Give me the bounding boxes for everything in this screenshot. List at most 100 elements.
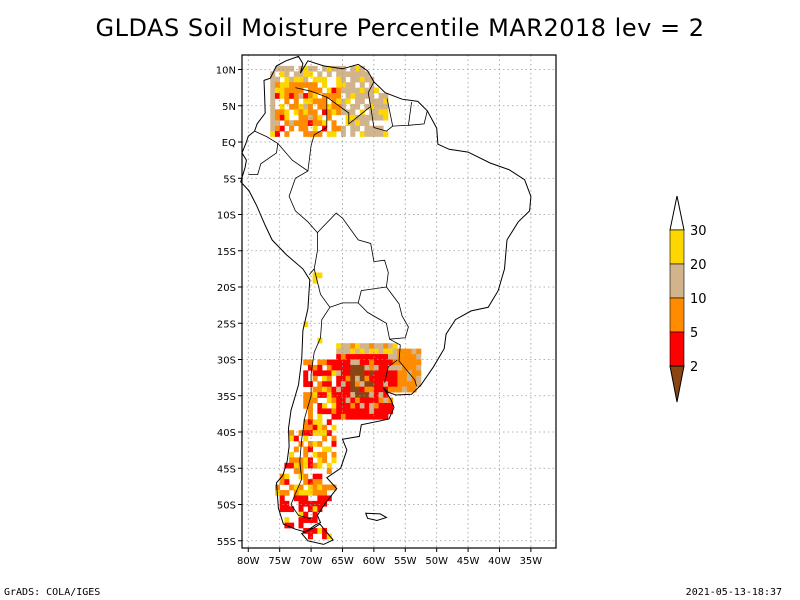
country-border bbox=[357, 286, 409, 340]
percentile-cell bbox=[303, 392, 309, 398]
percentile-cell bbox=[378, 125, 384, 132]
percentile-cell bbox=[364, 348, 370, 355]
lat-tick-label: 15S bbox=[217, 247, 236, 258]
percentile-cell bbox=[373, 413, 379, 420]
map-title: GLDAS Soil Moisture Percentile MAR2018 l… bbox=[95, 14, 705, 42]
percentile-cell bbox=[312, 528, 318, 534]
percentile-cell bbox=[307, 381, 313, 387]
percentile-cell bbox=[331, 103, 337, 110]
percentile-cell bbox=[350, 125, 356, 132]
percentile-cells-layer bbox=[270, 65, 422, 540]
percentile-cell bbox=[331, 408, 337, 415]
percentile-cell bbox=[303, 76, 309, 83]
percentile-cell bbox=[326, 392, 332, 398]
percentile-cell bbox=[355, 120, 361, 126]
percentile-cell bbox=[369, 408, 375, 415]
percentile-cell bbox=[350, 76, 356, 83]
percentile-cell bbox=[279, 109, 285, 116]
percentile-cell bbox=[317, 359, 323, 366]
percentile-cell bbox=[312, 98, 318, 105]
percentile-cell bbox=[289, 462, 295, 469]
percentile-cell bbox=[270, 109, 276, 116]
percentile-cell bbox=[326, 65, 332, 72]
percentile-cell bbox=[317, 484, 323, 491]
percentile-cell bbox=[322, 120, 328, 126]
percentile-cell bbox=[293, 109, 299, 116]
percentile-cell bbox=[340, 343, 346, 349]
percentile-cell bbox=[293, 457, 299, 464]
percentile-cell bbox=[303, 65, 309, 72]
percentile-cell bbox=[307, 82, 313, 88]
percentile-cell bbox=[373, 103, 379, 110]
legend-label: 30 bbox=[690, 224, 707, 239]
percentile-cell bbox=[383, 381, 389, 387]
percentile-cell bbox=[373, 354, 379, 360]
percentile-cell bbox=[298, 120, 304, 126]
percentile-cell bbox=[336, 359, 342, 366]
percentile-cell bbox=[345, 93, 351, 99]
percentile-cell bbox=[312, 506, 318, 513]
percentile-cell bbox=[373, 131, 379, 137]
percentile-cell bbox=[317, 500, 323, 507]
percentile-cell bbox=[331, 484, 337, 491]
percentile-cell bbox=[378, 392, 384, 398]
legend-swatch bbox=[669, 297, 685, 333]
percentile-cell bbox=[345, 397, 351, 404]
percentile-cell bbox=[274, 125, 280, 132]
percentile-cell bbox=[350, 131, 356, 137]
lat-tick-label: 35S bbox=[217, 392, 236, 403]
percentile-cell bbox=[303, 495, 309, 502]
percentile-cell bbox=[373, 397, 379, 404]
percentile-cell bbox=[388, 386, 394, 393]
percentile-cell bbox=[392, 381, 398, 387]
percentile-cell bbox=[364, 93, 370, 99]
percentile-cell bbox=[289, 76, 295, 83]
percentile-cell bbox=[340, 103, 346, 110]
percentile-cell bbox=[270, 82, 276, 88]
percentile-cell bbox=[312, 419, 318, 426]
percentile-cell bbox=[355, 114, 361, 121]
percentile-cell bbox=[326, 430, 332, 436]
percentile-cell bbox=[298, 430, 304, 436]
percentile-cell bbox=[284, 65, 290, 72]
percentile-cell bbox=[307, 457, 313, 464]
percentile-cell bbox=[303, 424, 309, 431]
percentile-cell bbox=[289, 120, 295, 126]
percentile-cell bbox=[340, 354, 346, 360]
percentile-cell bbox=[279, 65, 285, 72]
percentile-cell bbox=[402, 381, 408, 387]
percentile-cell bbox=[345, 364, 351, 371]
percentile-cell bbox=[322, 424, 328, 431]
percentile-cell bbox=[355, 408, 361, 415]
percentile-cell bbox=[364, 71, 370, 78]
percentile-cell bbox=[336, 125, 342, 132]
percentile-cell bbox=[369, 375, 375, 382]
percentile-cell bbox=[378, 408, 384, 415]
continent-coastline bbox=[240, 55, 532, 533]
percentile-cell bbox=[303, 375, 309, 382]
percentile-cell bbox=[397, 381, 403, 387]
percentile-cell bbox=[350, 93, 356, 99]
percentile-cell bbox=[274, 120, 280, 126]
percentile-cell bbox=[293, 87, 299, 94]
percentile-cell bbox=[312, 511, 318, 518]
percentile-cell bbox=[289, 430, 295, 436]
percentile-cell bbox=[383, 364, 389, 371]
percentile-cell bbox=[336, 98, 342, 105]
percentile-cell bbox=[373, 359, 379, 366]
percentile-cell bbox=[378, 375, 384, 382]
percentile-cell bbox=[326, 533, 332, 540]
percentile-cell bbox=[298, 473, 304, 480]
percentile-cell bbox=[312, 375, 318, 382]
country-border bbox=[248, 130, 279, 175]
percentile-cell bbox=[284, 517, 290, 523]
percentile-cell bbox=[355, 87, 361, 94]
percentile-cell bbox=[406, 381, 412, 387]
percentile-cell bbox=[312, 370, 318, 377]
percentile-cell bbox=[383, 114, 389, 121]
percentile-cell bbox=[331, 457, 337, 464]
percentile-cell bbox=[340, 109, 346, 116]
percentile-cell bbox=[402, 375, 408, 382]
percentile-cell bbox=[392, 386, 398, 393]
render-timestamp: 2021-05-13-18:37 bbox=[685, 587, 782, 598]
